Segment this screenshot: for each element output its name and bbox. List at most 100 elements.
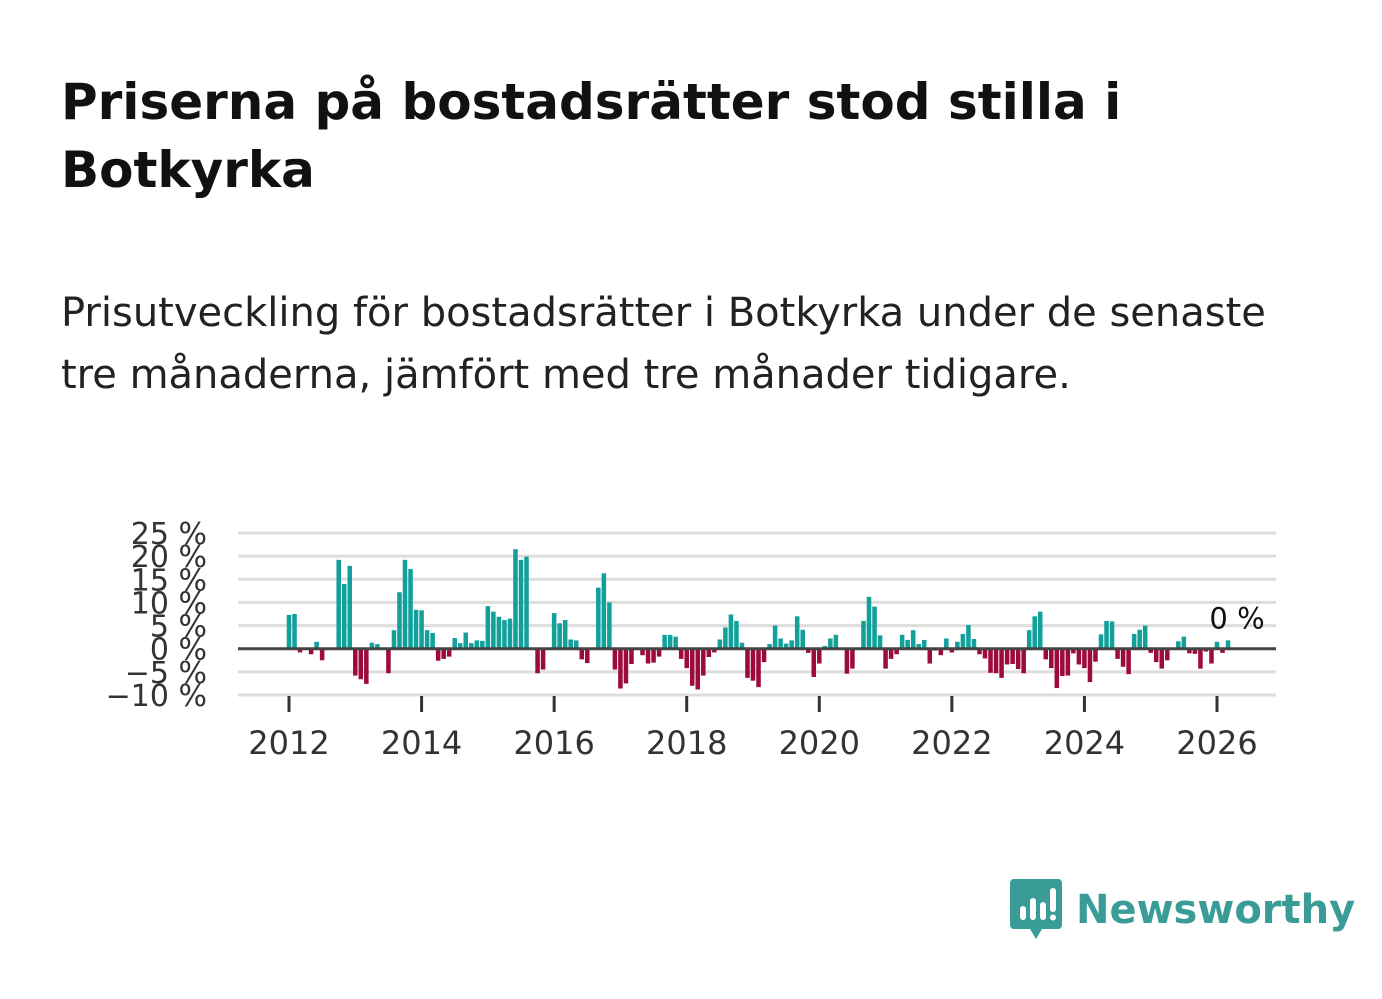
last-value-label: 0 % [1209,602,1264,636]
price-change-bar-chart: 25 %20 %15 %10 %5 %0 %−5 %−10 % 2012 2014… [106,517,1276,762]
y-tick-label-4: 5 % [150,610,207,645]
x-tick-label-0: 2012 [248,724,329,762]
bar-136 [1037,611,1043,649]
bar-121 [955,641,960,649]
bar-112 [905,639,910,649]
bar-138 [1049,648,1054,669]
bar-58 [607,602,612,649]
bar-123 [966,625,971,649]
bar-135 [1032,616,1037,649]
bar-82 [739,642,745,649]
bar-31 [457,643,463,649]
newsworthy-logo[interactable]: Newsworthy [1010,878,1355,942]
bar-104 [861,620,866,649]
bar-48 [551,613,557,649]
bars [286,549,1231,690]
bar-85 [756,648,761,688]
bar-70 [673,636,678,649]
bar-40 [507,618,513,649]
bar-146 [1093,648,1098,662]
bar-111 [899,634,905,649]
bar-71 [678,648,684,659]
bar-80 [728,614,734,649]
bar-149 [1109,621,1115,649]
bar-20 [397,592,402,649]
bar-51 [568,639,573,649]
bar-167 [1209,648,1214,664]
bar-33 [469,643,474,649]
bar-23 [413,609,419,649]
bar-116 [927,648,933,664]
bar-4 [308,648,314,655]
bar-102 [850,648,855,669]
bar-36 [485,606,491,649]
bar-131 [1010,648,1015,664]
bar-57 [601,573,607,649]
bar-65 [645,648,651,664]
bar-132 [1015,648,1021,670]
bar-84 [750,648,756,681]
bar-125 [977,648,982,655]
bar-32 [463,632,469,649]
bar-74 [695,648,701,690]
y-tick-label-3: 10 % [131,586,207,621]
bar-86 [761,648,767,663]
bar-165 [1198,648,1203,669]
bar-18 [386,648,391,674]
bar-61 [623,648,629,684]
bar-127 [988,648,993,673]
bar-43 [524,556,529,649]
bar-90 [783,643,789,649]
bar-154 [1137,629,1142,649]
bar-75 [701,648,706,676]
bar-87 [767,644,772,649]
bar-27 [435,648,441,661]
bar-155 [1142,625,1148,649]
x-axis-ticks: 2012 2014 2016 2018 2020 2022 2024 2026 [248,696,1258,762]
bar-163 [1187,648,1192,654]
bar-110 [894,648,899,655]
x-tick-label-4: 2020 [779,724,860,762]
bar-109 [888,648,894,659]
x-tick-label-2: 2016 [513,724,594,762]
bar-101 [844,648,850,674]
bar-28 [441,648,446,659]
bar-108 [883,648,888,669]
bar-11 [347,565,353,649]
bar-170 [1225,640,1231,649]
bar-113 [910,630,916,649]
bar-46 [540,648,546,670]
y-tick-label-0: 25 % [131,517,207,552]
bar-19 [391,630,397,649]
x-tick-label-1: 2014 [381,724,462,762]
bar-148 [1104,620,1109,649]
bar-39 [502,620,507,649]
bar-99 [833,634,839,649]
bar-9 [336,559,341,649]
bar-73 [689,648,695,686]
bar-126 [982,648,988,659]
bar-54 [585,648,590,664]
bar-1 [292,614,297,649]
bar-45 [535,648,540,674]
bar-2 [297,648,303,653]
bar-79 [723,627,728,649]
bar-152 [1126,648,1131,675]
bar-128 [993,648,999,674]
bar-120 [949,648,955,653]
brand-name: Newsworthy [1076,887,1356,933]
bar-12 [353,648,358,676]
bar-114 [916,644,921,649]
bar-95 [811,648,817,677]
bar-98 [828,638,833,649]
y-axis-ticks: 25 %20 %15 %10 %5 %0 %−5 %−10 % [106,517,207,714]
bar-105 [866,596,872,649]
bar-34 [474,640,480,649]
bar-164 [1192,648,1198,654]
bar-159 [1165,648,1170,661]
bar-93 [800,629,805,649]
bar-37 [491,611,496,649]
bar-62 [629,648,634,664]
bar-41 [513,549,518,649]
bar-124 [971,638,977,649]
